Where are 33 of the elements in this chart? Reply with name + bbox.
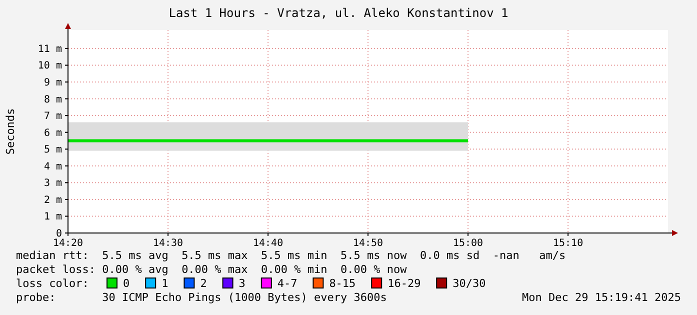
y-tick-label: 10 m [38, 60, 62, 72]
chart-title: Last 1 Hours - Vratza, ul. Aleko Konstantinov 1 [168, 6, 508, 20]
x-tick-label: 14:30 [152, 238, 184, 249]
text: 3 [238, 277, 246, 290]
y-tick-label: 8 m [44, 94, 62, 106]
y-tick-label: 2 m [44, 194, 62, 206]
y-tick-label: 3 m [44, 178, 62, 190]
text: packet loss: 0.00 % avg 0.00 % max 0.00 % min 0.00 % now [16, 263, 408, 276]
y-axis-title: Seconds [4, 108, 17, 155]
y-tick-label: 6 m [44, 128, 62, 139]
text: Mon Dec 29 15:19:41 2025 [522, 291, 681, 304]
x-tick-label: 14:50 [352, 238, 384, 249]
text: 30/30 [452, 277, 486, 290]
y-tick-label: 4 m [44, 161, 62, 172]
text: 1 [162, 277, 168, 290]
x-tick-label: 14:20 [52, 238, 84, 249]
text: probe: 30 ICMP Echo Pings (1000 Bytes) every 3600s [16, 291, 387, 304]
x-tick-label: 15:00 [452, 238, 484, 249]
legend-label: 0 [123, 277, 130, 290]
text: median rtt: 5.5 ms avg 5.5 ms max 5.5 ms min 5.5 ms now 0.0 ms sd -nan am/s [16, 249, 566, 262]
x-tick-label: 15:10 [552, 238, 584, 249]
y-tick-label: 1 m [44, 212, 62, 223]
y-tick-label: 5 m [44, 144, 62, 156]
y-tick-label: 11 m [38, 44, 62, 55]
y-tick-label: 0 [56, 228, 62, 240]
text: loss color: [16, 277, 89, 290]
text: 8-15 [329, 277, 356, 290]
text: 16-29 [388, 277, 421, 290]
text: 4-7 [277, 277, 298, 290]
x-tick-label: 14:40 [252, 238, 284, 249]
y-tick-label: 9 m [44, 78, 62, 89]
text: 2 [200, 277, 207, 290]
y-tick-label: 7 m [44, 111, 62, 122]
